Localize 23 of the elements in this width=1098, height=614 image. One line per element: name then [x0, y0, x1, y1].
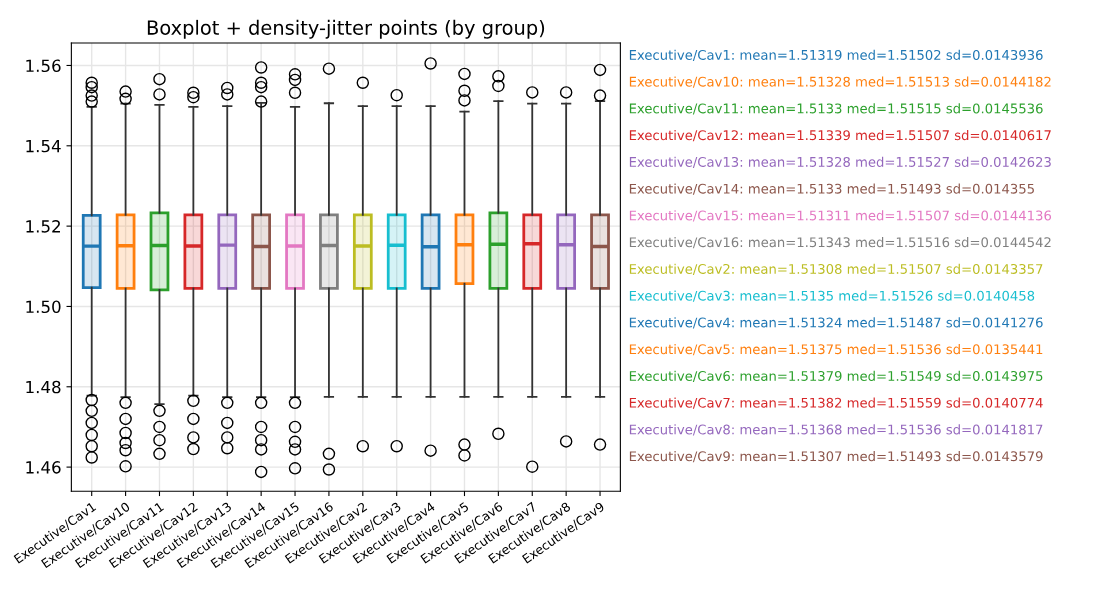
text: Executive/Cav14: mean=1.5133 med=1.51493 sd=0.014355 [629, 183, 1034, 195]
text: Executive/Cav6: mean=1.51379 med=1.51549 sd=0.0143975 [629, 370, 1043, 382]
y-tick-label: 1.50 [26, 300, 61, 314]
y-tick-label: 1.54 [26, 139, 61, 153]
y-tick-label: 1.48 [26, 380, 61, 394]
text: Executive/Cav5: mean=1.51375 med=1.51536 sd=0.0135441 [629, 343, 1043, 356]
chart-title: Boxplot + density-jitter points (by group) [147, 19, 545, 39]
y-tick-label: 1.56 [26, 59, 61, 73]
text: Executive/Cav13: mean=1.51328 med=1.51527 sd=0.0142623 [629, 156, 1051, 168]
text: Executive/Cav11: mean=1.5133 med=1.51515 sd=0.0145536 [629, 103, 1043, 115]
text: Executive/Cav10: mean=1.51328 med=1.51513 sd=0.0144182 [629, 76, 1051, 88]
text: Executive/Cav3: mean=1.5135 med=1.51526 sd=0.0140458 [629, 290, 1035, 302]
text: Executive/Cav9: mean=1.51307 med=1.51493 sd=0.0143579 [629, 451, 1043, 463]
text: Executive/Cav1: mean=1.51319 med=1.51502 sd=0.0143936 [629, 49, 1043, 61]
text: Executive/Cav2: mean=1.51308 med=1.51507 sd=0.0143357 [629, 263, 1043, 275]
text: Executive/Cav16: mean=1.51343 med=1.51516 sd=0.0144542 [629, 236, 1051, 249]
text: Executive/Cav12: mean=1.51339 med=1.51507 sd=0.0140617 [629, 129, 1051, 142]
y-tick-label: 1.52 [26, 220, 60, 233]
text: Executive/Cav7: mean=1.51382 med=1.51559 sd=0.0140774 [629, 397, 1043, 409]
text: Executive/Cav4: mean=1.51324 med=1.51487 sd=0.0141276 [629, 317, 1043, 329]
text: Executive/Cav8: mean=1.51368 med=1.51536 sd=0.0141817 [629, 424, 1043, 436]
y-tick-label: 1.46 [26, 461, 61, 474]
text: Executive/Cav15: mean=1.51311 med=1.51507 sd=0.0144136 [629, 210, 1052, 222]
